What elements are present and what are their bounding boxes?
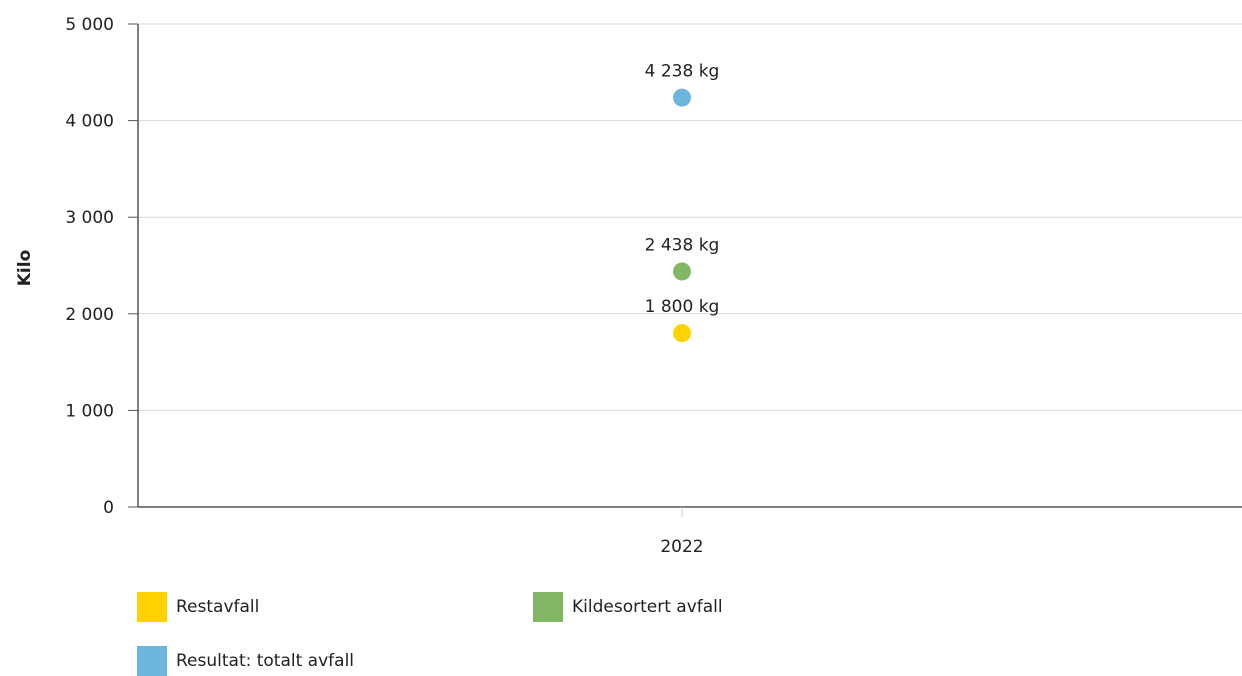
legend: Restavfall Kildesortert avfall Resultat:… [137,592,1137,676]
x-tick-label: 2022 [660,537,703,557]
y-tick-label: 3 000 [65,208,114,228]
chart: Kilo 0 1 000 2 000 3 000 4 000 5 000 2022 1 8… [15,15,1242,557]
data-label: 2 438 kg [645,235,720,255]
legend-label: Resultat: totalt avfall [176,651,355,671]
legend-swatch-resultat-totalt-avfall [137,646,167,676]
y-tick-label: 2 000 [65,305,114,325]
data-point [673,88,691,107]
y-tick-label: 4 000 [65,112,114,132]
legend-item-kildesortert-avfall[interactable]: Kildesortert avfall [533,592,723,622]
legend-label: Kildesortert avfall [572,597,723,617]
data-points [673,88,691,343]
legend-swatch-kildesortert-avfall [533,592,563,622]
grid-lines [138,23,1242,411]
y-axis-title: Kilo [15,250,35,287]
legend-item-restavfall[interactable]: Restavfall [137,592,259,622]
legend-swatch-restavfall [137,592,167,622]
data-label: 4 238 kg [645,62,720,82]
y-tick-label: 1 000 [65,401,114,421]
data-label: 1 800 kg [645,297,720,317]
data-point [673,324,691,343]
y-tick-labels: 0 1 000 2 000 3 000 4 000 5 000 [65,15,114,518]
axes [128,23,1242,517]
x-tick-labels: 2022 [660,537,703,557]
data-labels: 1 800 kg 2 438 kg 4 238 kg [645,62,720,318]
y-tick-label: 5 000 [65,15,114,35]
data-point [673,262,691,281]
legend-item-resultat-totalt-avfall[interactable]: Resultat: totalt avfall [137,646,354,676]
legend-label: Restavfall [176,597,260,617]
y-tick-label: 0 [103,498,114,518]
